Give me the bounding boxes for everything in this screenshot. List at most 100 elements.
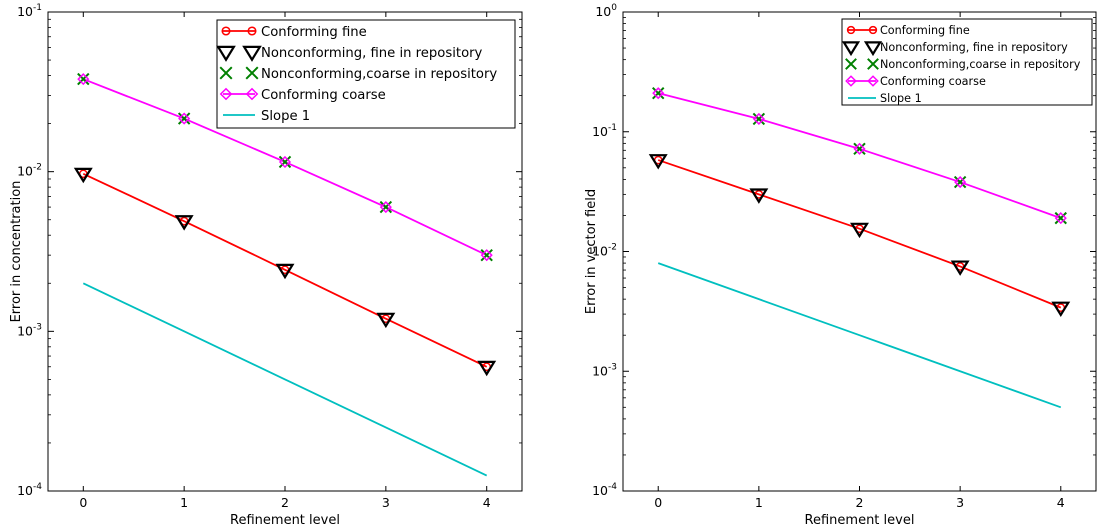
legend-label: Conforming fine [880,24,970,37]
legend-marker [845,58,857,70]
data-point-series-3 [278,155,292,169]
series-line-4 [82,282,488,477]
data-point-series-1 [950,260,970,276]
x-axis-label: Refinement level [230,513,340,528]
y-axis-label: Error in concentration [9,181,24,323]
legend-box [841,18,1093,106]
data-point-series-1 [850,222,869,239]
legend-marker [221,26,231,36]
legend-entry: Slope 1 [848,92,922,105]
data-point-series-3 [77,73,90,86]
data-point-series-3 [480,249,493,262]
data-point-series-2 [177,112,191,125]
x-tick-label: 1 [755,495,763,510]
data-point-series-2 [752,112,766,126]
legend-label: Slope 1 [880,92,922,105]
data-point-series-2 [77,72,90,86]
legend-marker [846,25,856,35]
data-point-series-1 [749,188,769,204]
y-tick-label: 10-4 [17,482,42,498]
x-tick-label: 1 [180,495,188,510]
x-tick-label: 2 [281,495,289,510]
legend-marker [219,87,233,101]
legend: Conforming fine Nonconforming, fine in re… [841,18,1093,106]
legend-label: Nonconforming,coarse in repository [880,58,1081,71]
legend-label: Conforming coarse [880,75,986,88]
legend-label: Nonconforming,coarse in repository [261,67,497,82]
data-point-series-2 [953,175,967,189]
y-tick-label: 10-1 [592,123,617,139]
x-tick-label: 0 [79,495,87,510]
legend-label: Nonconforming, fine in repository [880,41,1068,54]
data-point-series-3 [178,112,191,125]
legend-marker [247,26,257,36]
series-line-3 [657,92,1062,219]
data-point-series-3 [752,112,765,125]
data-point-series-3 [954,176,967,189]
data-point-series-2 [480,248,493,262]
y-axis-label: Error in vector field [584,189,599,314]
data-point-series-2 [652,86,665,100]
legend-marker [219,66,233,80]
x-tick-label: 0 [654,495,662,510]
legend: Conforming fine Nonconforming, fine in re… [216,19,516,129]
legend-entry: Conforming fine [221,25,367,40]
concentration-error-chart: 0 1 2 3 4 10-1 10-2 10-3 10-4 Refinement level Err… [9,3,523,528]
x-tick-label: 4 [483,495,491,510]
x-tick-label: 4 [1057,495,1065,510]
legend-marker [867,58,879,70]
series-line-4 [657,262,1062,409]
x-tick-label: 3 [956,495,964,510]
data-point-series-3 [652,87,665,100]
legend-label: Conforming fine [261,25,367,40]
legend-marker [845,75,857,87]
legend-marker [216,45,236,62]
x-tick-label: 3 [382,495,390,510]
data-point-series-2 [1054,211,1067,225]
legend-entry: Nonconforming,coarse in repository [219,66,497,82]
y-tick-label: 10-3 [592,362,617,378]
data-point-series-3 [853,142,866,155]
y-tick-label: 10-1 [17,3,42,19]
legend-entry: Slope 1 [223,109,310,124]
legend-entry: Nonconforming, fine in repository [216,45,483,62]
data-point-series-1 [174,215,194,231]
legend-marker [863,41,883,57]
data-point-series-1 [275,263,295,280]
legend-marker [868,25,878,35]
data-point-series-3 [1054,212,1067,225]
legend-entry: Conforming coarse [219,87,386,103]
data-point-series-1 [648,154,668,170]
data-point-series-1 [1051,301,1071,318]
y-tick-label: 100 [595,3,617,19]
legend-label: Conforming coarse [261,88,386,103]
data-point-series-1 [73,167,93,184]
x-tick-label: 2 [856,495,864,510]
y-tick-label: 10-2 [17,163,42,179]
legend-entry: Conforming coarse [845,75,986,88]
data-point-series-2 [278,155,292,169]
legend-marker [245,66,259,80]
data-point-series-2 [853,142,866,156]
legend-label: Slope 1 [261,109,310,124]
legend-box [216,19,516,129]
legend-marker [242,45,262,62]
data-point-series-1 [376,312,396,329]
y-tick-label: 10-3 [17,322,42,338]
legend-marker [245,87,259,101]
legend-marker [867,75,879,87]
data-point-series-2 [379,200,393,214]
data-point-series-3 [379,201,392,214]
legend-entry: Conforming fine [846,24,970,37]
series-line-0 [657,159,1062,309]
series-line-0 [82,172,488,368]
data-point-series-1 [477,360,497,377]
legend-entry: Nonconforming, fine in repository [841,41,1068,57]
legend-marker [841,41,861,57]
y-tick-label: 10-4 [592,482,617,498]
legend-label: Nonconforming, fine in repository [261,46,483,61]
legend-entry: Nonconforming,coarse in repository [845,58,1081,71]
x-axis-label: Refinement level [805,513,915,528]
